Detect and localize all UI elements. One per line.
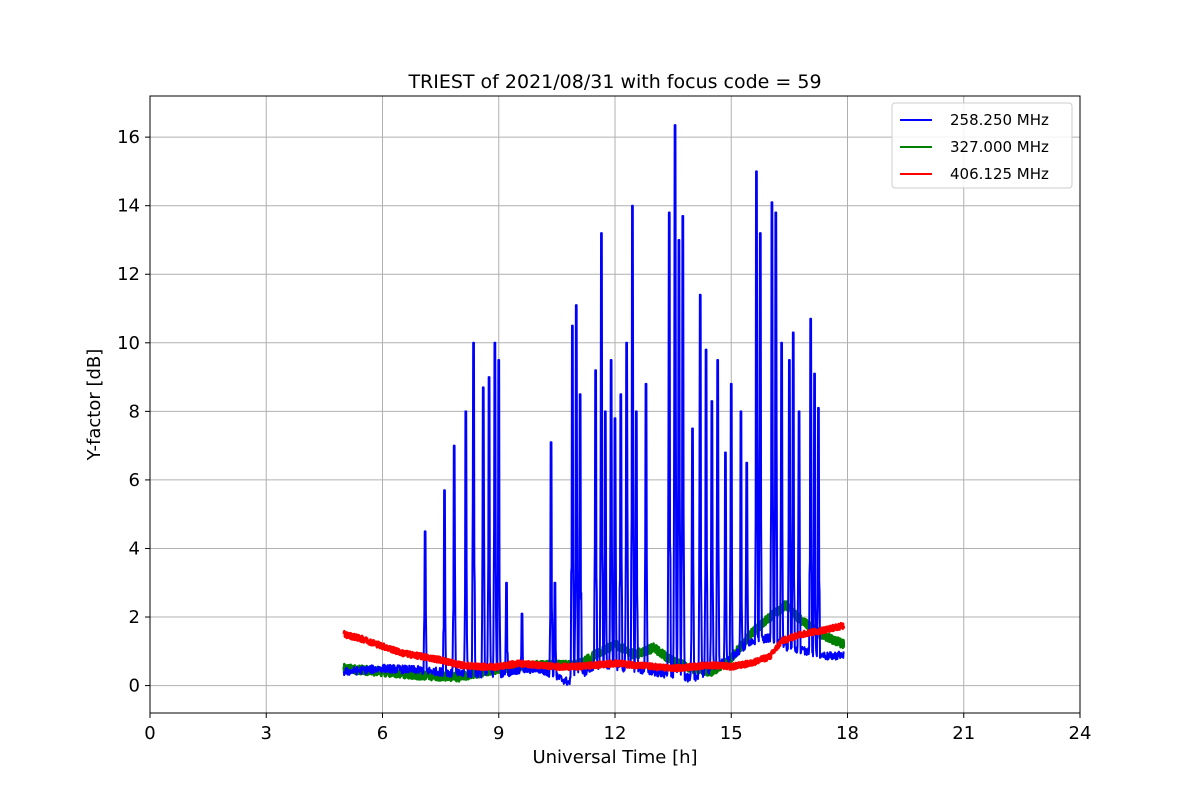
x-tick-label: 3 bbox=[261, 723, 272, 744]
legend: 258.250 MHz 327.000 MHz 406.125 MHz bbox=[891, 102, 1073, 189]
x-tick-label: 21 bbox=[952, 723, 975, 744]
legend-label-258: 258.250 MHz bbox=[950, 111, 1049, 129]
legend-box bbox=[891, 102, 1073, 189]
x-tick-label: 0 bbox=[144, 723, 155, 744]
y-tick-label: 8 bbox=[129, 401, 140, 422]
x-tick-label: 12 bbox=[604, 723, 627, 744]
y-tick-label: 2 bbox=[129, 607, 140, 628]
y-tick-label: 16 bbox=[117, 127, 140, 148]
x-tick-label: 18 bbox=[836, 723, 859, 744]
x-tick-label: 15 bbox=[720, 723, 743, 744]
legend-label-327: 327.000 MHz bbox=[950, 138, 1049, 156]
y-tick-label: 14 bbox=[117, 196, 140, 217]
series-layer bbox=[342, 124, 846, 686]
y-tick-label: 4 bbox=[129, 538, 140, 559]
chart-title: TRIEST of 2021/08/31 with focus code = 5… bbox=[407, 71, 821, 93]
y-tick-label: 10 bbox=[117, 333, 140, 354]
x-tick-label: 24 bbox=[1069, 723, 1092, 744]
y-axis-label: Y-factor [dB] bbox=[84, 349, 105, 462]
y-tick-label: 6 bbox=[129, 470, 140, 491]
series-line-406 bbox=[342, 621, 846, 673]
x-axis-label: Universal Time [h] bbox=[532, 747, 697, 768]
x-tick-label: 9 bbox=[493, 723, 504, 744]
x-tick-label: 6 bbox=[377, 723, 388, 744]
y-tick-label: 12 bbox=[117, 264, 140, 285]
y-tick-label: 0 bbox=[129, 676, 140, 697]
legend-label-406: 406.125 MHz bbox=[950, 165, 1049, 183]
